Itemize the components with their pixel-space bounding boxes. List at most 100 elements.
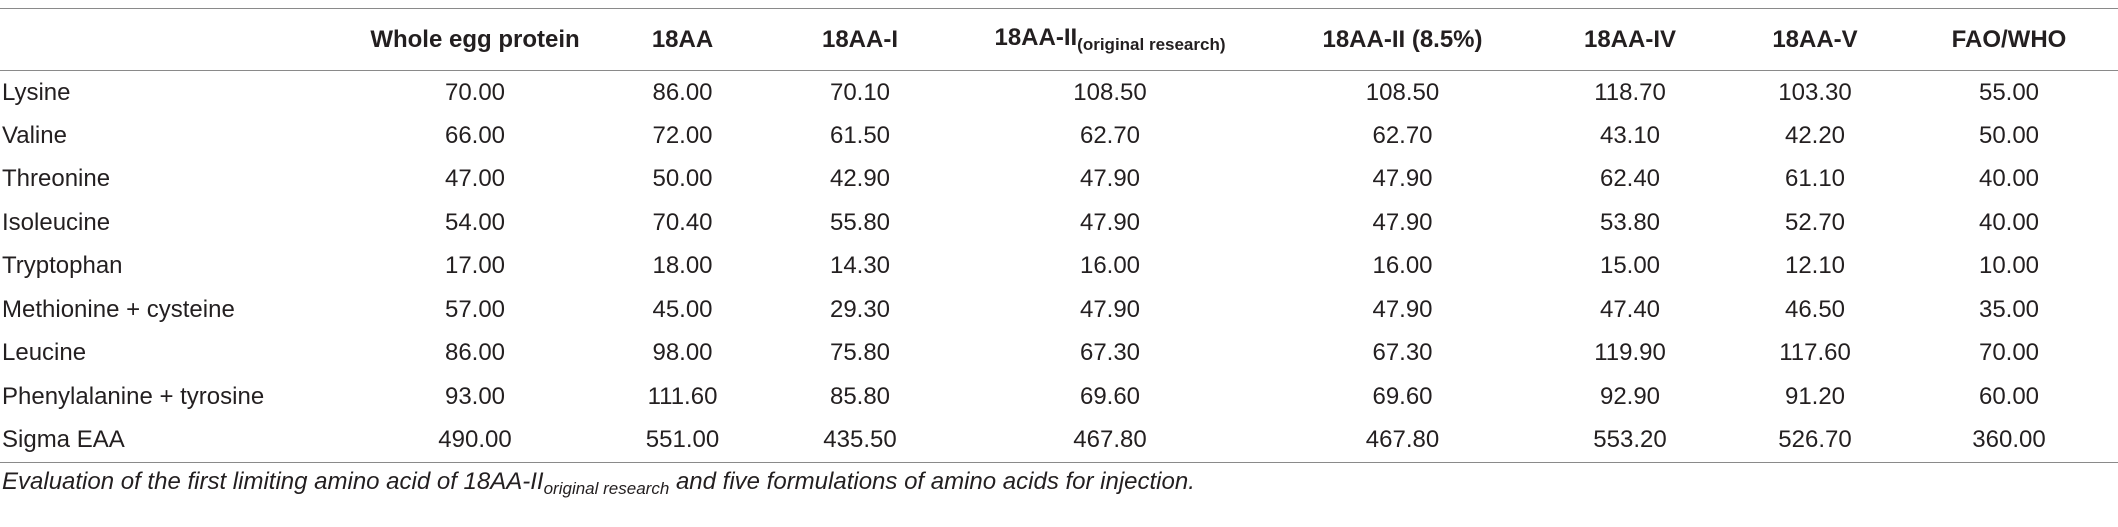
table-cell: 50.00 <box>652 165 713 193</box>
table-cell: 46.50 <box>1784 295 1846 323</box>
table-cell: 17.00 <box>444 252 506 280</box>
table-cell: 93.00 <box>444 382 506 410</box>
table-caption: Evaluation of the first limiting amino a… <box>2 468 1195 499</box>
table-cell: 18.00 <box>652 252 713 280</box>
table-cell: 16.00 <box>1372 252 1433 280</box>
table-cell: 69.60 <box>1372 382 1433 410</box>
column-header-label: 18AA-V <box>1772 25 1858 53</box>
table-cell: 360.00 <box>1900 418 2118 463</box>
table-cell: 62.70 <box>1372 121 1433 149</box>
table-cell: 47.90 <box>1372 208 1433 236</box>
table-cell: 98.00 <box>652 339 713 367</box>
table-cell: 47.90 <box>1372 165 1433 193</box>
table-row: Tryptophan 17.00 18.00 14.30 16.00 16.00 15.00… <box>0 245 2118 289</box>
table-cell: 55.00 <box>1978 78 2040 106</box>
table-cell: 55.80 <box>829 208 891 236</box>
row-label: Lysine <box>2 78 71 106</box>
table-row: Lysine 70.00 86.00 70.10 108.50 108.50 118.70 1… <box>0 71 2118 115</box>
row-label: Threonine <box>2 165 111 193</box>
table-cell: 40.00 <box>1978 165 2040 193</box>
table-cell: 70.00 <box>1978 339 2040 367</box>
table-cell: 47.90 <box>1372 295 1433 323</box>
table-header-row: Whole egg protein 18AA 18AA-I 18AA-II(origi… <box>0 8 2118 71</box>
column-header-subscript: (original research) <box>1077 35 1226 54</box>
table-body: Lysine 70.00 86.00 70.10 108.50 108.50 118.70 1… <box>0 71 2118 463</box>
table-cell: 53.80 <box>1599 208 1661 236</box>
table-cell: 43.10 <box>1599 121 1661 149</box>
table-cell: 67.30 <box>1372 339 1433 367</box>
column-header: 18AA-II (8.5%) <box>1275 8 1530 71</box>
table-row: Threonine 47.00 50.00 42.90 47.90 47.90 62.40 6… <box>0 158 2118 202</box>
table-cell: 435.50 <box>775 418 945 463</box>
table-cell: 47.90 <box>1079 208 1141 236</box>
table-cell: 50.00 <box>1978 121 2040 149</box>
table-cell: 119.90 <box>1594 339 1666 367</box>
column-header-label: 18AA-II (8.5%) <box>1322 25 1483 53</box>
table-cell: 10.00 <box>1978 252 2040 280</box>
table-cell: 35.00 <box>1978 295 2040 323</box>
table-cell: 40.00 <box>1978 208 2040 236</box>
table-cell: 45.00 <box>652 295 713 323</box>
table-cell: 12.10 <box>1784 252 1846 280</box>
amino-acid-table: Whole egg protein 18AA 18AA-I 18AA-II(origi… <box>0 8 2118 463</box>
table-cell: 75.80 <box>829 339 891 367</box>
table-cell: 85.80 <box>829 382 891 410</box>
header-blank-cell <box>0 8 360 71</box>
column-header: 18AA-II(original research) <box>945 8 1275 71</box>
table-cell: 61.50 <box>829 121 891 149</box>
table-cell: 47.40 <box>1599 295 1661 323</box>
column-header-label: 18AA <box>651 25 714 53</box>
caption-subscript: original research <box>543 479 670 498</box>
column-header: 18AA-V <box>1730 8 1900 71</box>
table-cell: 42.90 <box>829 165 891 193</box>
table-cell: 108.50 <box>1365 78 1440 106</box>
column-header: 18AA <box>590 8 775 71</box>
table-cell: 490.00 <box>360 418 590 463</box>
column-header-label: 18AA-II <box>994 24 1078 51</box>
table-cell: 69.60 <box>1079 382 1141 410</box>
table-cell: 117.60 <box>1779 339 1851 367</box>
table-cell: 526.70 <box>1730 418 1900 463</box>
table-cell: 16.00 <box>1079 252 1141 280</box>
table-cell: 91.20 <box>1784 382 1846 410</box>
table-cell: 86.00 <box>652 78 713 106</box>
table-cell: 47.00 <box>444 165 506 193</box>
row-label: Valine <box>2 121 67 149</box>
column-header-label: Whole egg protein <box>370 25 580 53</box>
column-header: 18AA-I <box>775 8 945 71</box>
row-label: Sigma EAA <box>0 418 360 463</box>
table-cell: 14.30 <box>829 252 891 280</box>
table-row: Methionine + cysteine 57.00 45.00 29.30 47.9… <box>0 288 2118 332</box>
table-cell: 72.00 <box>652 121 713 149</box>
table-cell: 553.20 <box>1530 418 1730 463</box>
column-header: FAO/WHO <box>1900 8 2118 71</box>
table-cell: 66.00 <box>444 121 506 149</box>
column-header: Whole egg protein <box>360 8 590 71</box>
table-cell: 551.00 <box>590 418 775 463</box>
table-cell: 70.40 <box>652 208 713 236</box>
table-row: Leucine 86.00 98.00 75.80 67.30 67.30 119.90 11… <box>0 332 2118 376</box>
caption-text-end: and five formulations of amino acids for… <box>669 468 1195 495</box>
table-cell: 70.10 <box>829 78 891 106</box>
caption-text: Evaluation of the first limiting amino a… <box>2 468 544 495</box>
table-row: Valine 66.00 72.00 61.50 62.70 62.70 43.10 42.2… <box>0 114 2118 158</box>
row-label: Phenylalanine + tyrosine <box>2 382 265 410</box>
table-cell: 111.60 <box>647 382 718 410</box>
table-cell: 62.70 <box>1079 121 1141 149</box>
table-cell: 103.30 <box>1778 78 1852 106</box>
table-cell: 467.80 <box>945 418 1275 463</box>
table-cell: 47.90 <box>1079 165 1141 193</box>
table-cell: 57.00 <box>444 295 506 323</box>
table-cell: 62.40 <box>1599 165 1661 193</box>
table-cell: 467.80 <box>1275 418 1530 463</box>
column-header-label: 18AA-IV <box>1583 25 1677 53</box>
column-header-label: FAO/WHO <box>1951 25 2067 53</box>
table-cell: 47.90 <box>1079 295 1141 323</box>
table-cell: 70.00 <box>444 78 506 106</box>
row-label: Isoleucine <box>2 208 111 236</box>
table-cell: 61.10 <box>1784 165 1846 193</box>
table-row: Sigma EAA 490.00 551.00 435.50 467.80 467.80 5… <box>0 418 2118 463</box>
table-cell: 15.00 <box>1599 252 1661 280</box>
row-label: Methionine + cysteine <box>2 295 235 323</box>
table-cell: 52.70 <box>1784 208 1846 236</box>
